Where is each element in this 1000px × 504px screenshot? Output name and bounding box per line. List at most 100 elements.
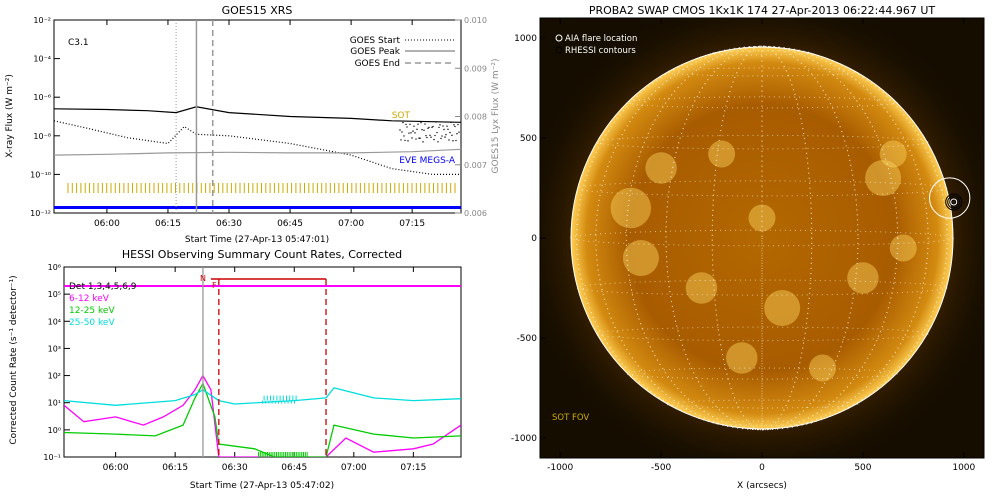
hessi-series-line-1 [64,384,461,457]
swap-ytick-label: 500 [520,134,537,144]
hessi-series [64,267,461,457]
hessi-ytick-label: 10¹ [48,399,61,408]
goes-noise-point [446,125,447,126]
goes-noise-point [445,134,446,135]
swap-active-region [809,355,836,382]
goes-legend-peak: GOES Peak [350,47,400,57]
goes-noise-point [447,129,448,130]
hessi-ytick-label: 10⁰ [48,426,61,435]
goes-noise-point [437,141,438,142]
goes-ytick-label: 10⁻¹² [30,209,51,218]
swap-sot-fov-label: SOT FOV [552,413,589,423]
goes-noise-point [456,133,457,134]
goes-eve-bar [54,206,461,209]
goes-noise-point [438,127,439,128]
hessi-xtick-label: 07:00 [341,463,367,473]
goes-noise-point [453,124,454,125]
goes-noise-point [400,139,401,140]
hessi-ylabel: Corrected Count Rate (s⁻¹ detector⁻¹) [9,275,19,444]
goes-noise-point [448,139,449,140]
goes-xlabel: Start Time (27-Apr-13 05:47:01) [185,235,329,245]
swap-active-region [645,152,677,184]
goes-noise-point [415,138,416,139]
swap-active-region [890,235,917,262]
hessi-ytick-label: 10⁻¹ [43,453,61,462]
goes-noise-point [424,123,425,124]
goes-noise-point [429,135,430,136]
goes-xtick-label: 06:00 [94,219,120,229]
hessi-legend-12-25: 12-25 keV [69,306,115,316]
goes-noise-point [428,127,429,128]
goes-annotation: C3.1 [68,38,89,48]
swap-xtick-label: 0 [759,463,765,473]
swap-ytick-label: 0 [531,234,537,244]
goes-ytick-label: 10⁻¹⁰ [30,170,51,179]
goes-xtick-label: 06:45 [277,219,303,229]
hessi-panel: HESSI Observing Summary Count Rates, Cor… [9,248,461,491]
goes-noise-point [412,130,413,131]
goes-noise-point [416,129,417,130]
hessi-legend-6-12: 6-12 keV [69,294,110,304]
hessi-ytick-label: 10⁴ [48,317,61,326]
goes-noise-point [421,129,422,130]
swap-active-region [611,188,652,229]
hessi-flag-f: F [212,281,217,290]
goes-y2tick-label: 0.007 [464,161,487,170]
goes-noise-point [408,132,409,133]
goes-y2tick-label: 0.009 [464,64,487,73]
goes-noise-point [419,138,420,139]
goes-legend-start: GOES Start [350,36,401,46]
goes-noise-point [457,124,458,125]
goes-noise-point [399,129,400,130]
swap-xtick-label: -500 [651,463,672,473]
goes-noise-point [410,132,411,133]
goes-noise-point [434,135,435,136]
swap-xlabel: X (arcsecs) [737,481,787,491]
goes-noise-point [443,129,444,130]
hessi-ytick-label: 10³ [48,344,61,353]
hessi-xlabel: Start Time (27-Apr-13 05:47:02) [190,481,334,491]
goes-ytick-label: 10⁻⁴ [33,55,51,64]
goes-noise-point [450,122,451,123]
goes-noise-point [405,124,406,125]
swap-ytick-label: 1000 [514,34,537,44]
goes-noise-point [433,139,434,140]
goes-noise-point [435,121,436,122]
goes-noise-point [444,136,445,137]
hessi-xtick-label: 06:15 [162,463,188,473]
goes-ytick-label: 10⁻² [33,16,51,25]
goes-noise-point [442,125,443,126]
goes-noise-point [411,137,412,138]
goes-series-line-2 [54,149,461,155]
swap-active-region [847,262,879,294]
swap-panel: PROBA2 SWAP CMOS 1Kx1K 174 27-Apr-2013 0… [511,0,1000,491]
goes-noise-point [413,126,414,127]
goes-noise-point [454,126,455,127]
hessi-legend-det: Det 1,3,4,5,6,9 [69,282,137,292]
goes-noise-point [426,137,427,138]
goes-noise-point [439,124,440,125]
goes-y2tick-label: 0.010 [464,16,487,25]
swap-active-region [726,342,758,374]
goes-noise-point [414,132,415,133]
goes-title: GOES15 XRS [222,4,293,17]
swap-xtick-label: 1000 [952,463,975,473]
goes-noise-point [423,130,424,131]
goes-noise-point [403,135,404,136]
hessi-ytick-label: 10² [48,372,61,381]
hessi-plot-frame [64,267,461,457]
goes-y2tick-label: 0.008 [464,113,487,122]
swap-xtick-label: -1000 [547,463,573,473]
goes-ytick-label: 10⁻⁸ [33,132,51,141]
goes-noise-point [441,135,442,136]
goes-noise-point [458,131,459,132]
swap-ytick-label: -500 [517,334,538,344]
goes-noise-point [452,140,453,141]
goes-y2tick-label: 0.006 [464,209,487,218]
goes-xtick-label: 06:15 [155,219,181,229]
goes-noise-point [436,132,437,133]
swap-legend-rhessi: RHESSI contours [565,46,636,56]
